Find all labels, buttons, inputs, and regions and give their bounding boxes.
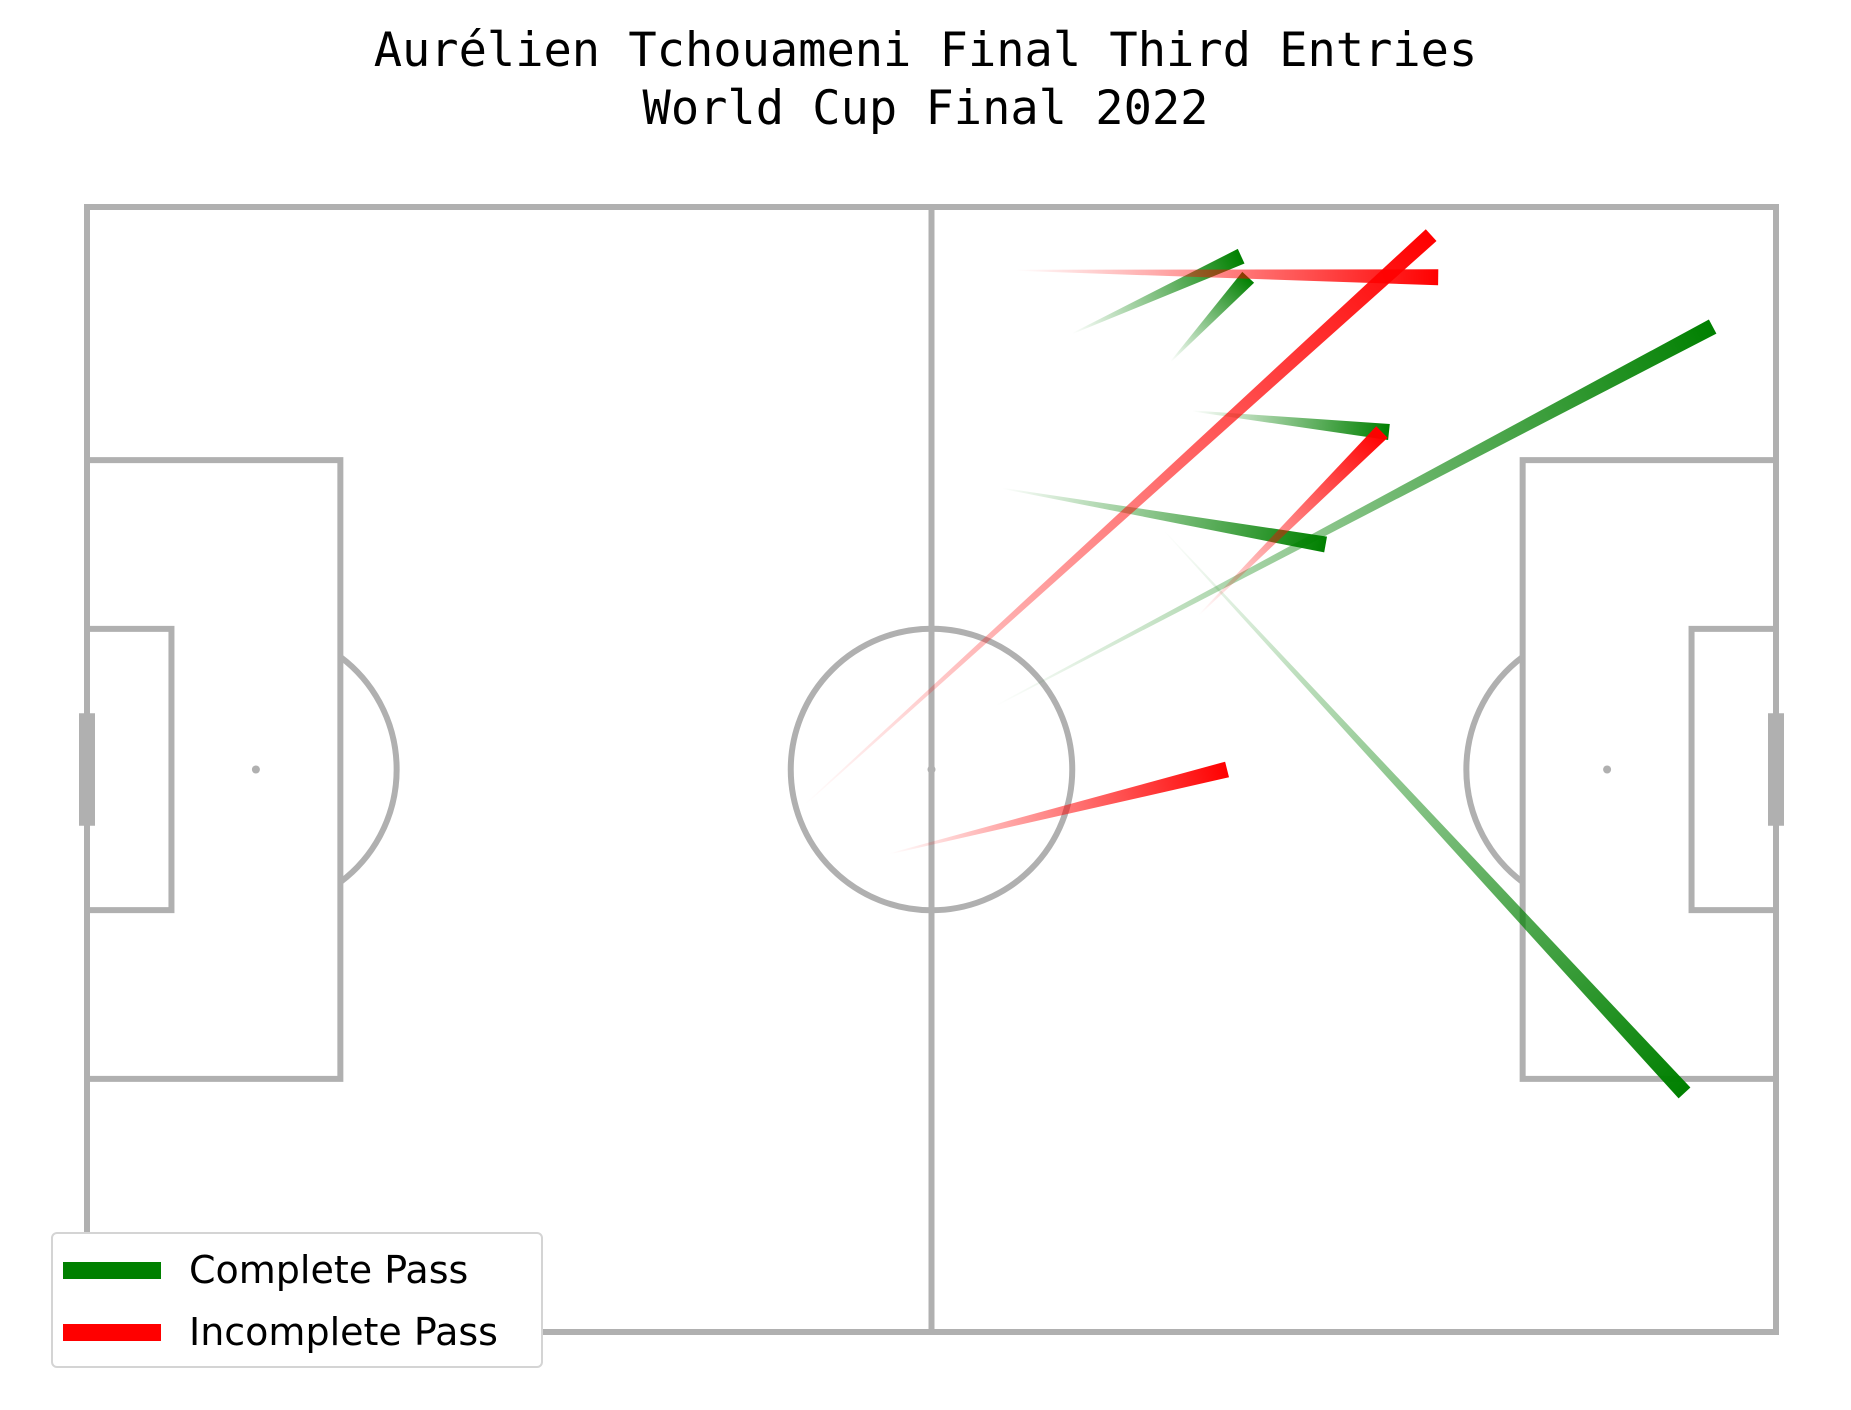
pass-incomplete-8	[804, 229, 1437, 805]
centre-spot	[927, 765, 936, 774]
legend-label-complete: Complete Pass	[189, 1248, 469, 1292]
chart-title-line-1: Aurélien Tchouameni Final Third Entries	[373, 23, 1478, 78]
chart-title: Aurélien Tchouameni Final Third Entries W…	[0, 22, 1851, 138]
legend-item-complete: Complete Pass	[63, 1242, 468, 1298]
pass-complete-3	[1191, 410, 1390, 440]
pass-incomplete-9	[1198, 426, 1388, 616]
left-penalty-spot	[251, 765, 260, 774]
centre-circle	[787, 625, 1076, 914]
left-penalty-arc	[338, 654, 400, 885]
pass-arrows	[804, 229, 1717, 1099]
legend-swatch-complete	[63, 1261, 161, 1279]
pass-incomplete-10	[889, 761, 1229, 855]
right-penalty-spot	[1603, 765, 1612, 774]
pass-complete-1	[1072, 248, 1245, 334]
legend-swatch-incomplete	[63, 1323, 161, 1341]
right-six-yard-box	[1688, 625, 1780, 914]
pass-complete-5	[994, 319, 1717, 707]
right-penalty-box	[1519, 457, 1780, 1082]
legend: Complete Pass Incomplete Pass	[51, 1232, 543, 1368]
right-penalty-arc	[1463, 654, 1525, 885]
pass-complete-2	[1170, 271, 1255, 362]
pass-incomplete-7	[1015, 269, 1439, 286]
left-six-yard-box	[84, 625, 175, 914]
pass-complete-4	[1001, 487, 1327, 553]
legend-label-incomplete: Incomplete Pass	[189, 1310, 498, 1354]
pass-complete-6	[1163, 530, 1691, 1099]
left-penalty-box	[84, 457, 344, 1082]
legend-item-incomplete: Incomplete Pass	[63, 1304, 498, 1360]
pitch-markings	[79, 204, 1784, 1335]
chart-title-line-2: World Cup Final 2022	[642, 81, 1209, 136]
